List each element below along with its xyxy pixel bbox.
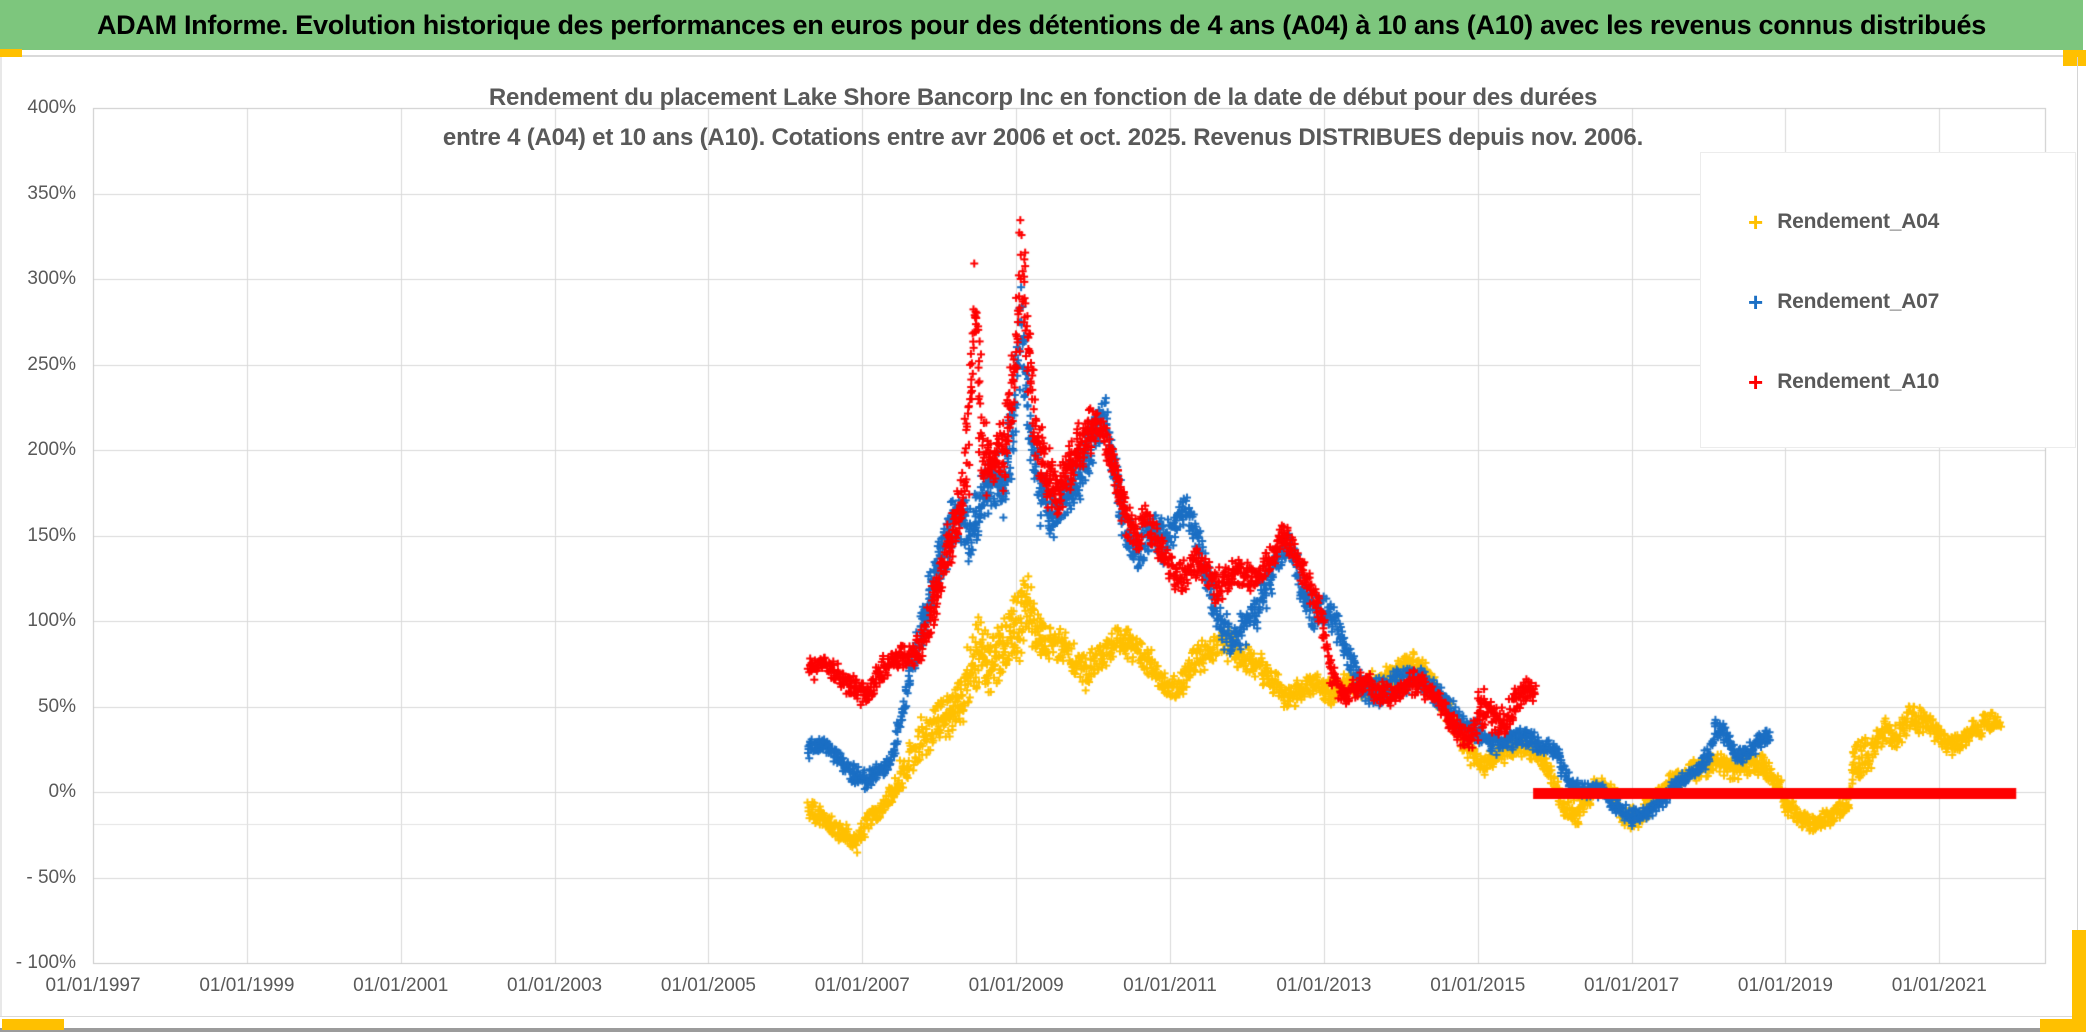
yellow-accent-bottom-left [2,1019,64,1030]
legend-label: Rendement_A04 [1777,210,1940,233]
y-tick-label: 350% [27,182,76,204]
x-tick-label: 01/01/2005 [660,975,756,996]
y-tick-label: 250% [27,353,76,375]
legend-label: Rendement_A07 [1777,290,1940,313]
y-tick-label: 0% [48,781,76,802]
bottom-gray-band [0,1028,2086,1032]
x-tick-label: 01/01/2015 [1430,975,1526,996]
x-tick-label: 01/01/2017 [1584,975,1680,996]
plus-marker-icon: + [1748,367,1764,397]
plus-marker-icon: + [1748,287,1764,317]
left-edge-line [0,57,2,1016]
y-tick-label: 300% [27,268,76,289]
x-tick-label: 01/01/2009 [968,975,1064,996]
x-tick-label: 01/01/2019 [1737,975,1833,996]
yellow-accent-right [2072,930,2086,1032]
bottom-divider [0,1016,2086,1017]
x-tick-label: 01/01/2021 [1891,975,1987,996]
legend-box [1700,152,2076,448]
chart-title-line1: Rendement du placement Lake Shore Bancor… [488,84,1598,111]
legend-item: + Rendement_A07 [1748,284,1939,320]
y-tick-label: 100% [27,610,76,631]
x-tick-label: 01/01/2013 [1276,975,1372,996]
y-tick-label: 400% [27,97,76,118]
y-tick-label: - 50% [26,866,76,888]
x-tick-label: 01/01/1997 [45,975,141,996]
x-tick-label: 01/01/2001 [353,975,449,996]
y-tick-label: 150% [27,524,76,546]
y-tick-label: 50% [37,695,76,717]
yellow-accent-bottom-right [2040,1019,2086,1032]
chart-title-line2: entre 4 (A04) et 10 ans (A10). Cotations… [442,124,1644,151]
x-tick-label: 01/01/1999 [199,975,295,996]
y-tick-label: 200% [27,439,76,460]
plus-marker-icon: + [1748,207,1764,237]
y-tick-label: - 100% [15,952,76,973]
x-tick-label: 01/01/2003 [507,975,603,996]
legend-item: + Rendement_A10 [1748,364,1939,400]
legend-label: Rendement_A10 [1777,370,1940,393]
legend-item: + Rendement_A04 [1748,204,1939,240]
x-tick-label: 01/01/2011 [1123,975,1217,996]
chart-frame-right-line [2077,57,2078,1016]
x-tick-label: 01/01/2007 [814,975,910,996]
